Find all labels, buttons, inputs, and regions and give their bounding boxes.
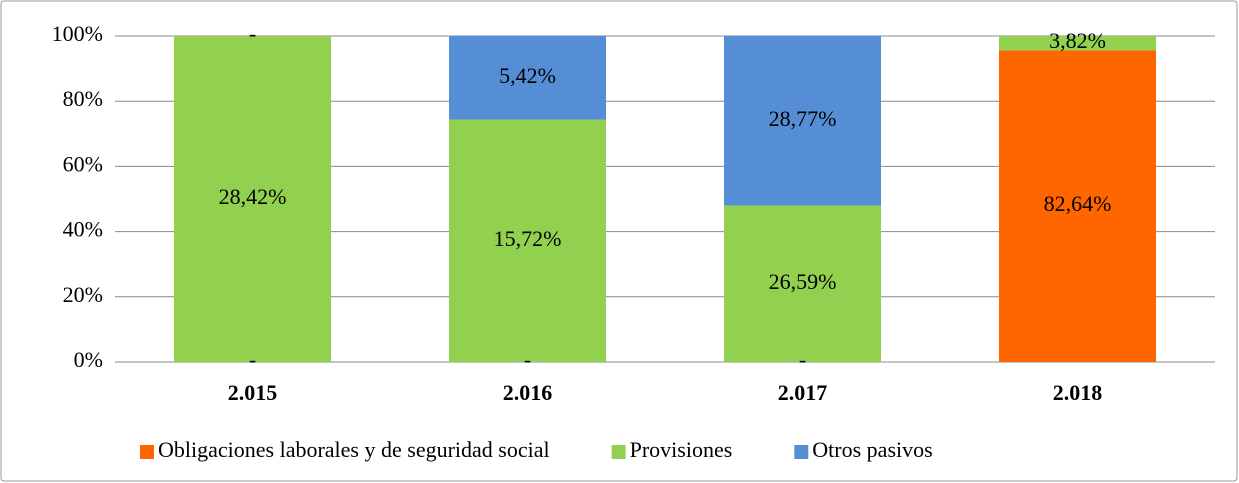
legend-label: Otros pasivos: [812, 437, 932, 462]
bar-segment: [174, 36, 331, 362]
bar-segment: [999, 50, 1156, 363]
data-label: 28,42%: [219, 184, 287, 209]
data-label: 3,82%: [1049, 28, 1106, 53]
bar-segment: [449, 119, 606, 362]
data-label: -: [249, 347, 256, 372]
data-label: 28,77%: [769, 106, 837, 131]
y-tick-label: 20%: [63, 282, 103, 307]
bar-segment: [449, 36, 606, 120]
data-label: 5,42%: [499, 63, 556, 88]
data-label: 26,59%: [769, 269, 837, 294]
data-label: 15,72%: [494, 226, 562, 251]
y-tick-label: 80%: [63, 86, 103, 111]
legend-label: Obligaciones laborales y de seguridad so…: [158, 437, 550, 462]
data-label: 82,64%: [1044, 191, 1112, 216]
x-tick-label: 2.015: [228, 380, 278, 405]
x-tick-label: 2.018: [1053, 380, 1103, 405]
y-tick-label: 40%: [63, 217, 103, 242]
bar-segment: [999, 36, 1156, 51]
x-tick-label: 2.016: [503, 380, 553, 405]
y-tick-label: 60%: [63, 151, 103, 176]
data-label: -: [249, 21, 256, 46]
y-tick-label: 0%: [74, 347, 103, 372]
y-tick-label: 100%: [52, 21, 103, 46]
x-tick-label: 2.017: [778, 380, 828, 405]
data-label: -: [524, 347, 531, 372]
data-label: -: [799, 347, 806, 372]
legend-label: Provisiones: [630, 437, 733, 462]
legend-swatch: [794, 445, 809, 459]
bar-segment: [724, 205, 881, 362]
legend-swatch: [611, 445, 626, 459]
legend-swatch: [140, 445, 154, 459]
bar-segment: [724, 36, 881, 206]
